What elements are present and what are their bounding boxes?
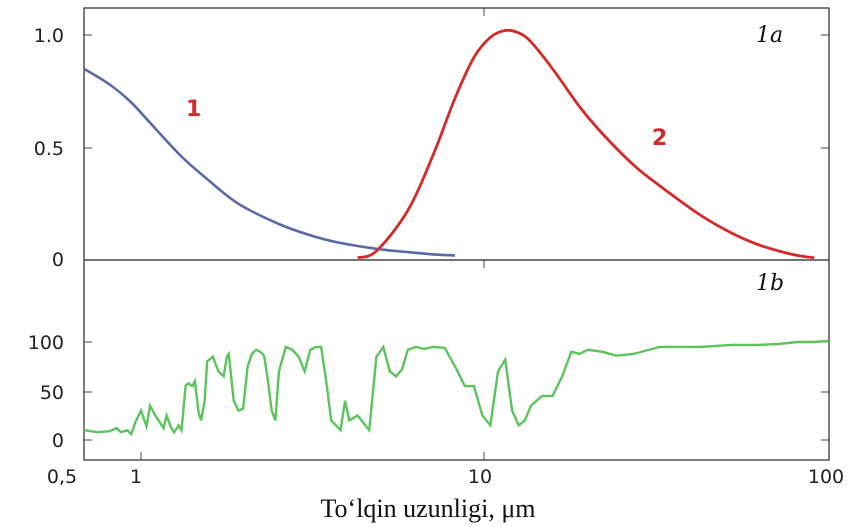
panel-b-label: 1b: [756, 271, 784, 296]
y-tick-label: 50: [40, 382, 64, 404]
x-tick-label: 10: [468, 466, 492, 488]
x-tick-label: 0,5: [47, 466, 77, 488]
panel-a-label: 1a: [756, 23, 783, 48]
y-tick-label: 100: [28, 332, 64, 354]
y-tick-label: 0: [52, 249, 64, 271]
x-tick-label: 100: [808, 466, 844, 488]
y-tick-label: 0.5: [34, 138, 64, 160]
panel-b-y-axis: 0 50 100: [28, 332, 829, 452]
transmission-line: [83, 339, 830, 437]
x-axis: 0,5 1 10 100 To‘lqin uzunligi, μm: [47, 8, 844, 523]
y-tick-label: 1.0: [34, 25, 64, 47]
y-tick-label: 0: [52, 430, 64, 452]
series-1-line: [83, 67, 456, 257]
plot-frame: [83, 7, 830, 461]
curve-1-label: 1: [186, 97, 201, 122]
curve-2-label: 2: [652, 126, 667, 151]
panel-a-y-axis: 0 0.5 1.0: [34, 25, 829, 271]
x-tick-label: 1: [130, 466, 142, 488]
x-axis-title: To‘lqin uzunligi, μm: [320, 494, 535, 523]
series-2-line: [357, 28, 815, 260]
